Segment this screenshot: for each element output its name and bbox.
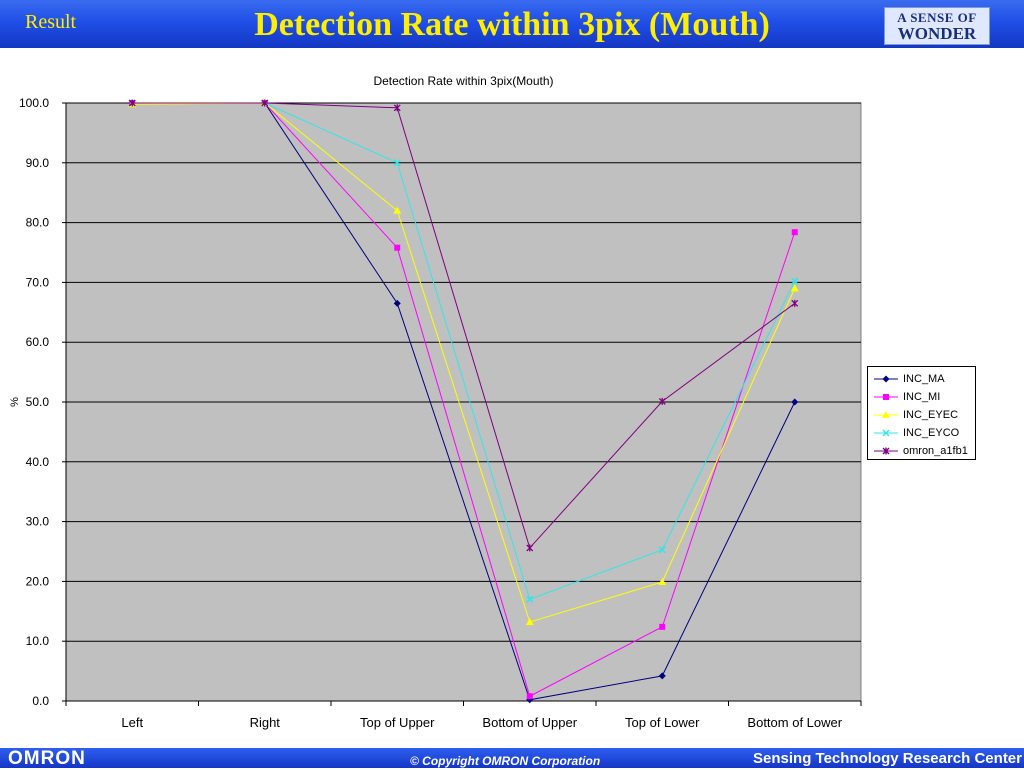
line-chart: 0.0 10.0 20.0 30.0 40.0 50.0 60.0 70.0 80.0 90.0 1…: [9, 74, 862, 730]
sense-of-wonder-logo: A SENSE OF WONDER: [884, 7, 990, 45]
y-tick-label: 30.0: [26, 515, 50, 529]
legend-swatch: [874, 375, 898, 383]
data-point-inc-eyec: [658, 577, 667, 585]
data-point-inc-eyec: [525, 618, 534, 626]
x-tick-label: Top of Lower: [625, 715, 700, 730]
data-point-inc-eyec: [790, 284, 799, 292]
legend-label: INC_MI: [903, 391, 941, 403]
logo-line-2: WONDER: [897, 24, 977, 43]
legend-item: INC_MA: [872, 371, 972, 387]
data-point-inc-eyco: [393, 159, 401, 167]
y-tick-label: 60.0: [26, 335, 50, 349]
data-point-omron-a1fb1: [658, 397, 666, 405]
data-point-inc-mi: [659, 623, 666, 630]
y-axis-label: %: [9, 397, 21, 407]
chart-title: Detection Rate within 3pix(Mouth): [373, 74, 553, 88]
legend-label: INC_EYCO: [903, 427, 960, 439]
data-point-inc-eyco: [791, 277, 799, 285]
data-point-inc-mi: [791, 229, 798, 236]
data-point-omron-a1fb1: [791, 299, 799, 307]
legend-label: INC_MA: [903, 373, 945, 385]
research-center-label: Sensing Technology Research Center: [753, 750, 1022, 767]
data-point-inc-ma: [791, 398, 799, 406]
data-point-omron-a1fb1: [393, 104, 401, 112]
legend-swatch: [874, 447, 898, 455]
legend-label: INC_EYEC: [903, 409, 959, 421]
data-point-inc-ma: [393, 299, 401, 307]
logo-line-1: A SENSE OF: [897, 10, 977, 25]
data-point-inc-eyco: [658, 546, 666, 554]
legend-swatch: [874, 429, 898, 437]
y-tick-label: 70.0: [26, 275, 50, 289]
y-tick-label: 80.0: [26, 216, 50, 230]
y-tick-label: 20.0: [26, 574, 50, 588]
x-tick-label: Top of Upper: [360, 715, 435, 730]
series-line-omron-a1fb1: [132, 102, 796, 549]
header-bar: Result Detection Rate within 3pix (Mouth…: [0, 0, 1024, 48]
data-point-inc-eyec: [393, 206, 402, 214]
data-point-inc-ma: [658, 672, 666, 680]
y-tick-label: 50.0: [26, 395, 50, 409]
y-tick-label: 40.0: [26, 455, 50, 469]
legend-swatch: [874, 394, 898, 400]
legend-item: omron_a1fb1: [872, 443, 972, 459]
y-tick-label: 90.0: [26, 156, 50, 170]
legend-item: INC_EYCO: [872, 425, 972, 441]
legend-label: omron_a1fb1: [903, 445, 968, 457]
x-tick-label: Right: [250, 715, 281, 730]
data-point-inc-mi: [526, 693, 533, 700]
data-point-omron-a1fb1: [261, 99, 269, 107]
y-tick-label: 0.0: [32, 694, 49, 708]
footer-bar: OMRON © Copyright OMRON Corporation Sens…: [0, 748, 1024, 769]
data-point-inc-mi: [394, 244, 401, 251]
copyright-text: © Copyright OMRON Corporation: [410, 754, 601, 768]
legend-item: INC_EYEC: [872, 407, 972, 423]
chart-legend: INC_MA INC_MI INC_EYEC INC_EYCO omron_a1fb1: [867, 366, 976, 460]
x-tick-label: Bottom of Lower: [747, 715, 842, 730]
legend-swatch: [874, 411, 898, 418]
data-point-omron-a1fb1: [526, 544, 534, 552]
data-point-omron-a1fb1: [128, 99, 136, 107]
y-tick-label: 100.0: [19, 96, 49, 110]
section-label: Result: [25, 11, 77, 33]
omron-brand-logo: OMRON: [8, 748, 86, 769]
slide-title: Detection Rate within 3pix (Mouth): [254, 6, 770, 43]
legend-item: INC_MI: [872, 389, 972, 405]
x-tick-label: Left: [121, 715, 143, 730]
x-tick-label: Bottom of Upper: [482, 715, 577, 730]
y-tick-label: 10.0: [26, 634, 50, 648]
data-point-inc-eyco: [526, 595, 534, 603]
